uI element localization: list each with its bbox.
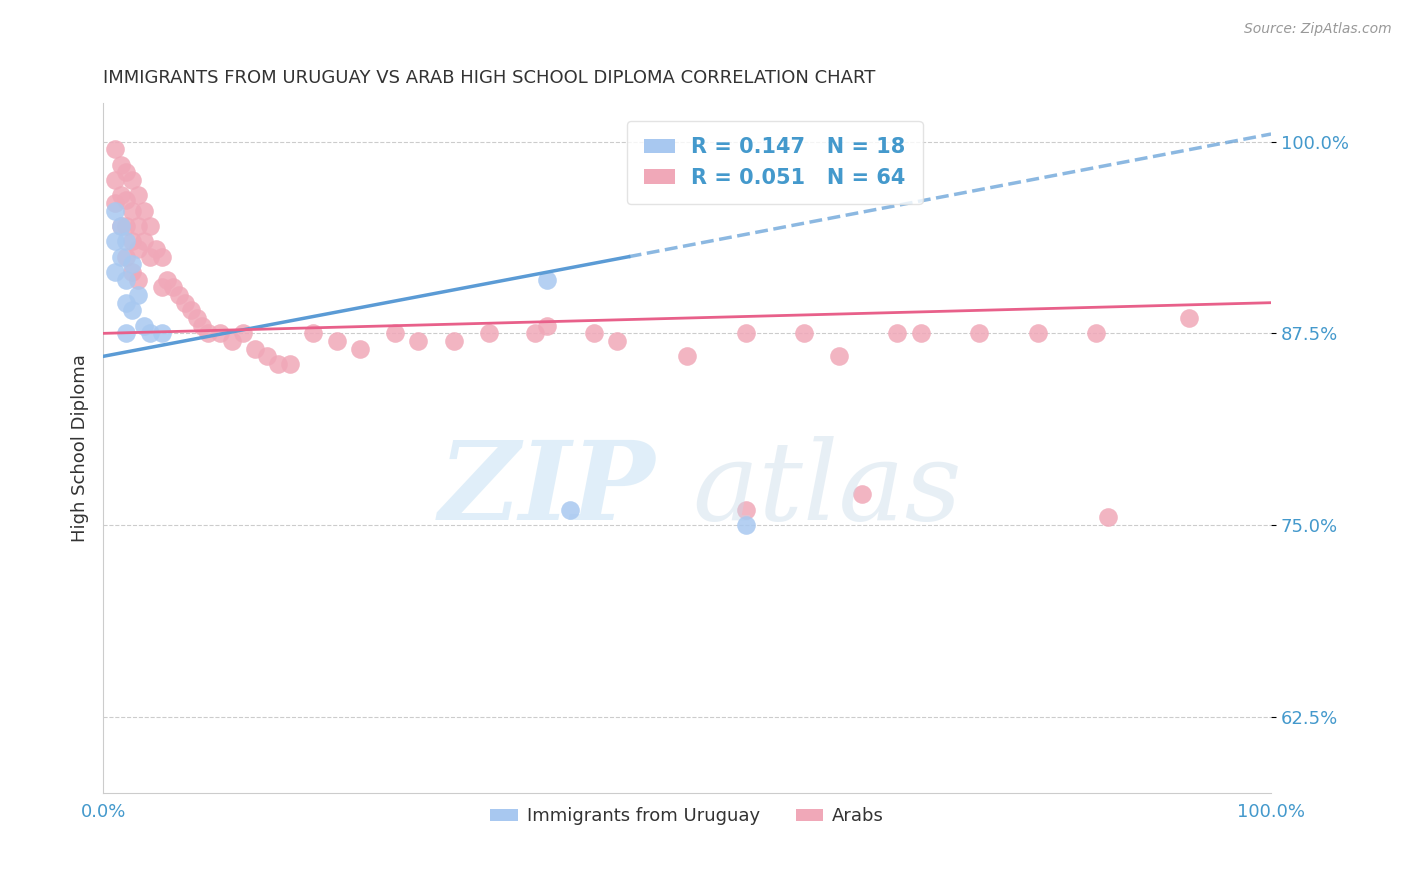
Point xyxy=(121,173,143,187)
Point xyxy=(127,242,149,256)
Point xyxy=(267,357,290,371)
Point xyxy=(104,203,127,218)
Point xyxy=(851,487,873,501)
Point xyxy=(150,326,173,341)
Point xyxy=(173,295,195,310)
Point xyxy=(606,334,628,348)
Point xyxy=(115,235,138,249)
Point xyxy=(156,273,179,287)
Point xyxy=(560,502,582,516)
Point xyxy=(127,288,149,302)
Point xyxy=(162,280,184,294)
Point xyxy=(110,158,132,172)
Point xyxy=(221,334,243,348)
Point xyxy=(104,196,127,211)
Point xyxy=(115,165,138,179)
Point xyxy=(110,188,132,202)
Point xyxy=(127,273,149,287)
Point xyxy=(167,288,190,302)
Point xyxy=(139,219,162,233)
Text: ZIP: ZIP xyxy=(439,436,655,543)
Point xyxy=(132,318,155,333)
Point xyxy=(139,326,162,341)
Point xyxy=(132,235,155,249)
Point xyxy=(384,326,406,341)
Point xyxy=(232,326,254,341)
Point xyxy=(104,142,127,156)
Point xyxy=(115,250,138,264)
Text: atlas: atlas xyxy=(693,436,962,543)
Point xyxy=(208,326,231,341)
Point xyxy=(443,334,465,348)
Point xyxy=(110,219,132,233)
Point xyxy=(115,273,138,287)
Point xyxy=(197,326,219,341)
Point xyxy=(115,295,138,310)
Point xyxy=(302,326,325,341)
Point xyxy=(186,311,208,326)
Point xyxy=(325,334,347,348)
Point xyxy=(121,235,143,249)
Point xyxy=(524,326,547,341)
Point xyxy=(734,518,756,533)
Point xyxy=(139,250,162,264)
Point xyxy=(115,193,138,207)
Point xyxy=(408,334,430,348)
Point xyxy=(243,342,266,356)
Point xyxy=(115,326,138,341)
Point xyxy=(536,273,558,287)
Point xyxy=(734,326,756,341)
Point xyxy=(967,326,990,341)
Point xyxy=(121,303,143,318)
Point xyxy=(127,188,149,202)
Point xyxy=(132,203,155,218)
Point xyxy=(104,265,127,279)
Point xyxy=(127,219,149,233)
Y-axis label: High School Diploma: High School Diploma xyxy=(72,354,89,542)
Point xyxy=(150,280,173,294)
Text: Source: ZipAtlas.com: Source: ZipAtlas.com xyxy=(1244,22,1392,37)
Legend: Immigrants from Uruguay, Arabs: Immigrants from Uruguay, Arabs xyxy=(484,800,891,832)
Point xyxy=(121,203,143,218)
Point xyxy=(150,250,173,264)
Point xyxy=(910,326,932,341)
Point xyxy=(115,219,138,233)
Point xyxy=(110,250,132,264)
Point xyxy=(121,265,143,279)
Point xyxy=(278,357,301,371)
Point xyxy=(349,342,371,356)
Point xyxy=(477,326,499,341)
Point xyxy=(121,257,143,271)
Point xyxy=(536,318,558,333)
Point xyxy=(104,235,127,249)
Point xyxy=(180,303,202,318)
Point xyxy=(1178,311,1201,326)
Point xyxy=(145,242,167,256)
Point xyxy=(734,502,756,516)
Point xyxy=(793,326,815,341)
Point xyxy=(582,326,605,341)
Point xyxy=(676,349,699,363)
Point xyxy=(1084,326,1107,341)
Point xyxy=(1097,510,1119,524)
Point xyxy=(886,326,908,341)
Point xyxy=(1026,326,1049,341)
Point xyxy=(104,173,127,187)
Text: IMMIGRANTS FROM URUGUAY VS ARAB HIGH SCHOOL DIPLOMA CORRELATION CHART: IMMIGRANTS FROM URUGUAY VS ARAB HIGH SCH… xyxy=(103,69,876,87)
Point xyxy=(191,318,214,333)
Point xyxy=(110,219,132,233)
Point xyxy=(256,349,278,363)
Point xyxy=(828,349,851,363)
